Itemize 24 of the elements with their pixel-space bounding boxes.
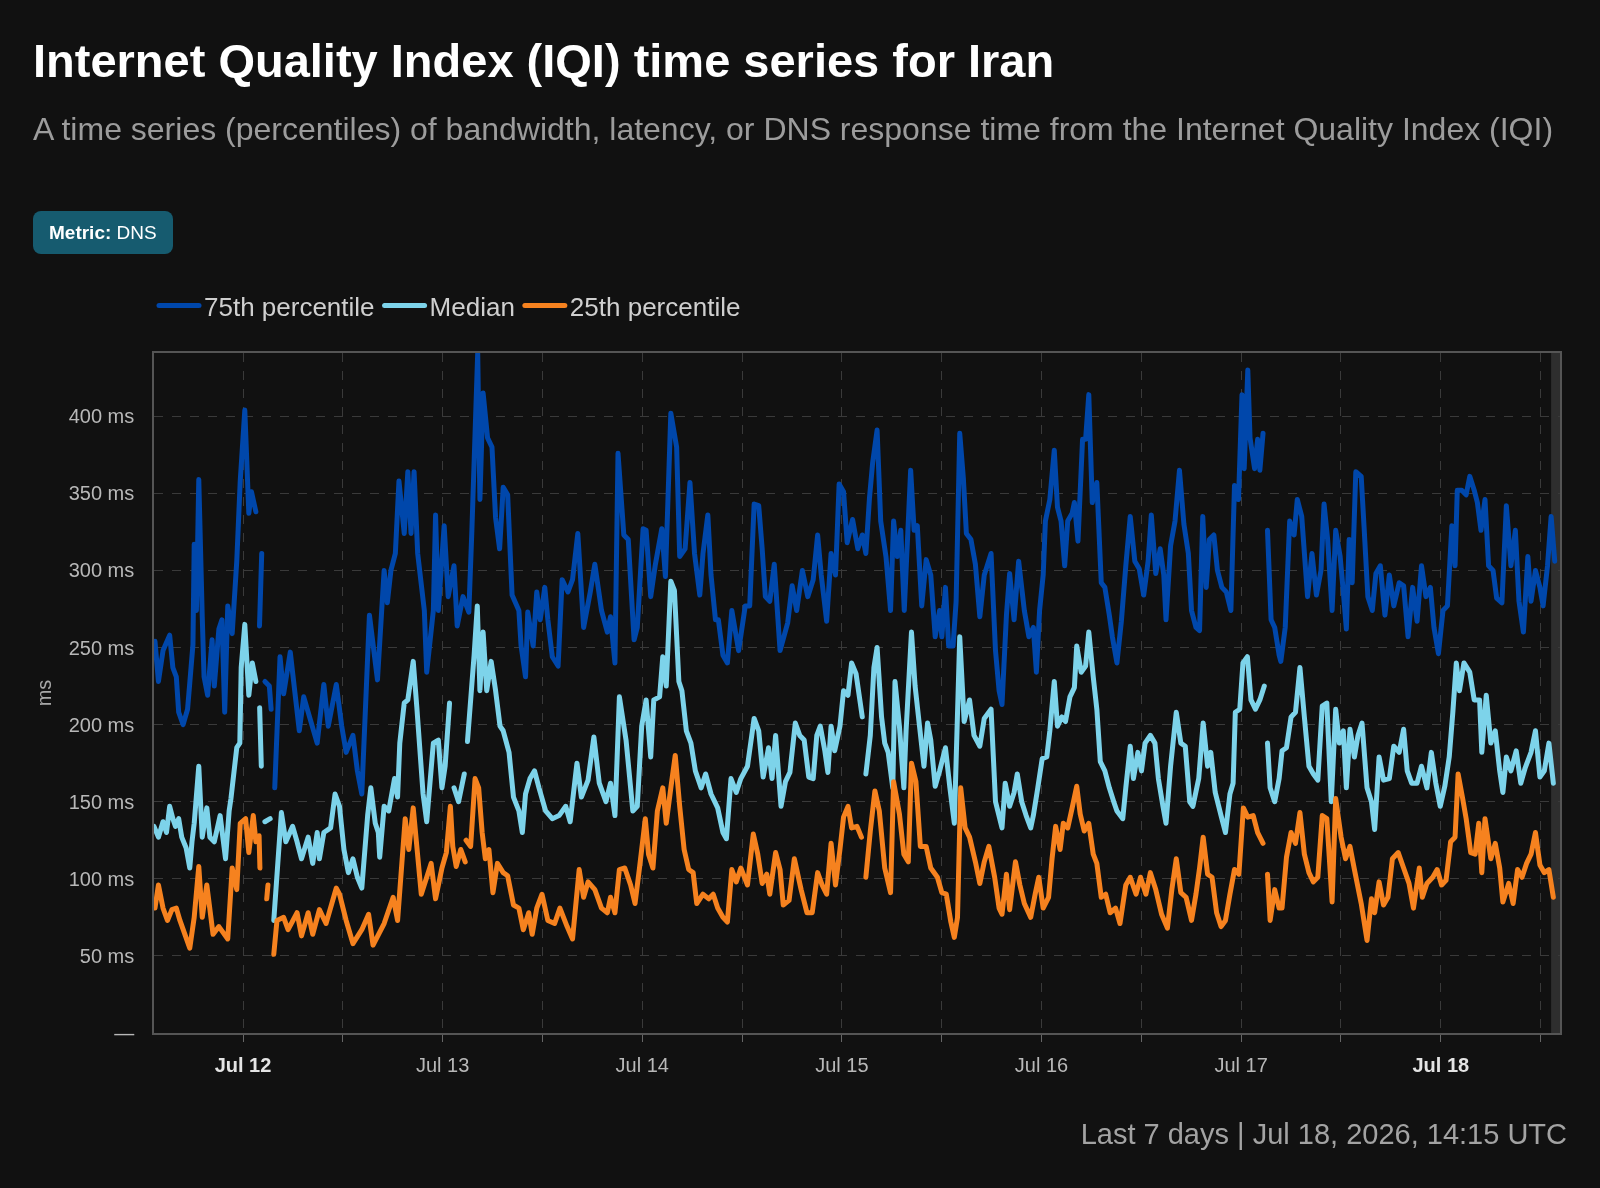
legend-label: 75th percentile [204,291,375,322]
y-axis-title: ms [32,679,55,707]
x-tick-label: Jul 18 [1412,1053,1470,1076]
text: Metric: DNS [33,211,173,254]
x-tick-label: Jul 12 [214,1053,272,1076]
chart-subtitle: A time series (percentiles) of bandwidth, latency, or DNS response time from the Internet Quality Index (IQI) [33,110,1555,149]
text: Last 7 days | Jul 18, 2026, 14:15 UTC [1080,1117,1567,1152]
y-tick-label: 50 ms [79,944,135,967]
y-tick-label: 300 ms [68,559,135,582]
x-tick-label: Jul 16 [1014,1053,1069,1076]
y-tick-label: 350 ms [68,482,135,505]
y-tick-label: 400 ms [68,405,135,428]
y-tick-label: 250 ms [68,636,135,659]
legend-label: Median [429,291,515,322]
legend-label: 25th percentile [569,291,741,322]
y-tick-label: 150 ms [68,790,135,813]
chart-title: Internet Quality Index (IQI) time series for Iran [33,33,1055,89]
x-tick-label: Jul 17 [1214,1053,1268,1076]
x-tick-label: Jul 14 [615,1053,669,1076]
y-tick-label: 200 ms [68,713,135,736]
y-tick-label: — [114,1022,135,1044]
x-tick-label: Jul 15 [815,1053,869,1076]
y-tick-label: 100 ms [68,867,135,890]
x-tick-label: Jul 13 [415,1053,470,1076]
